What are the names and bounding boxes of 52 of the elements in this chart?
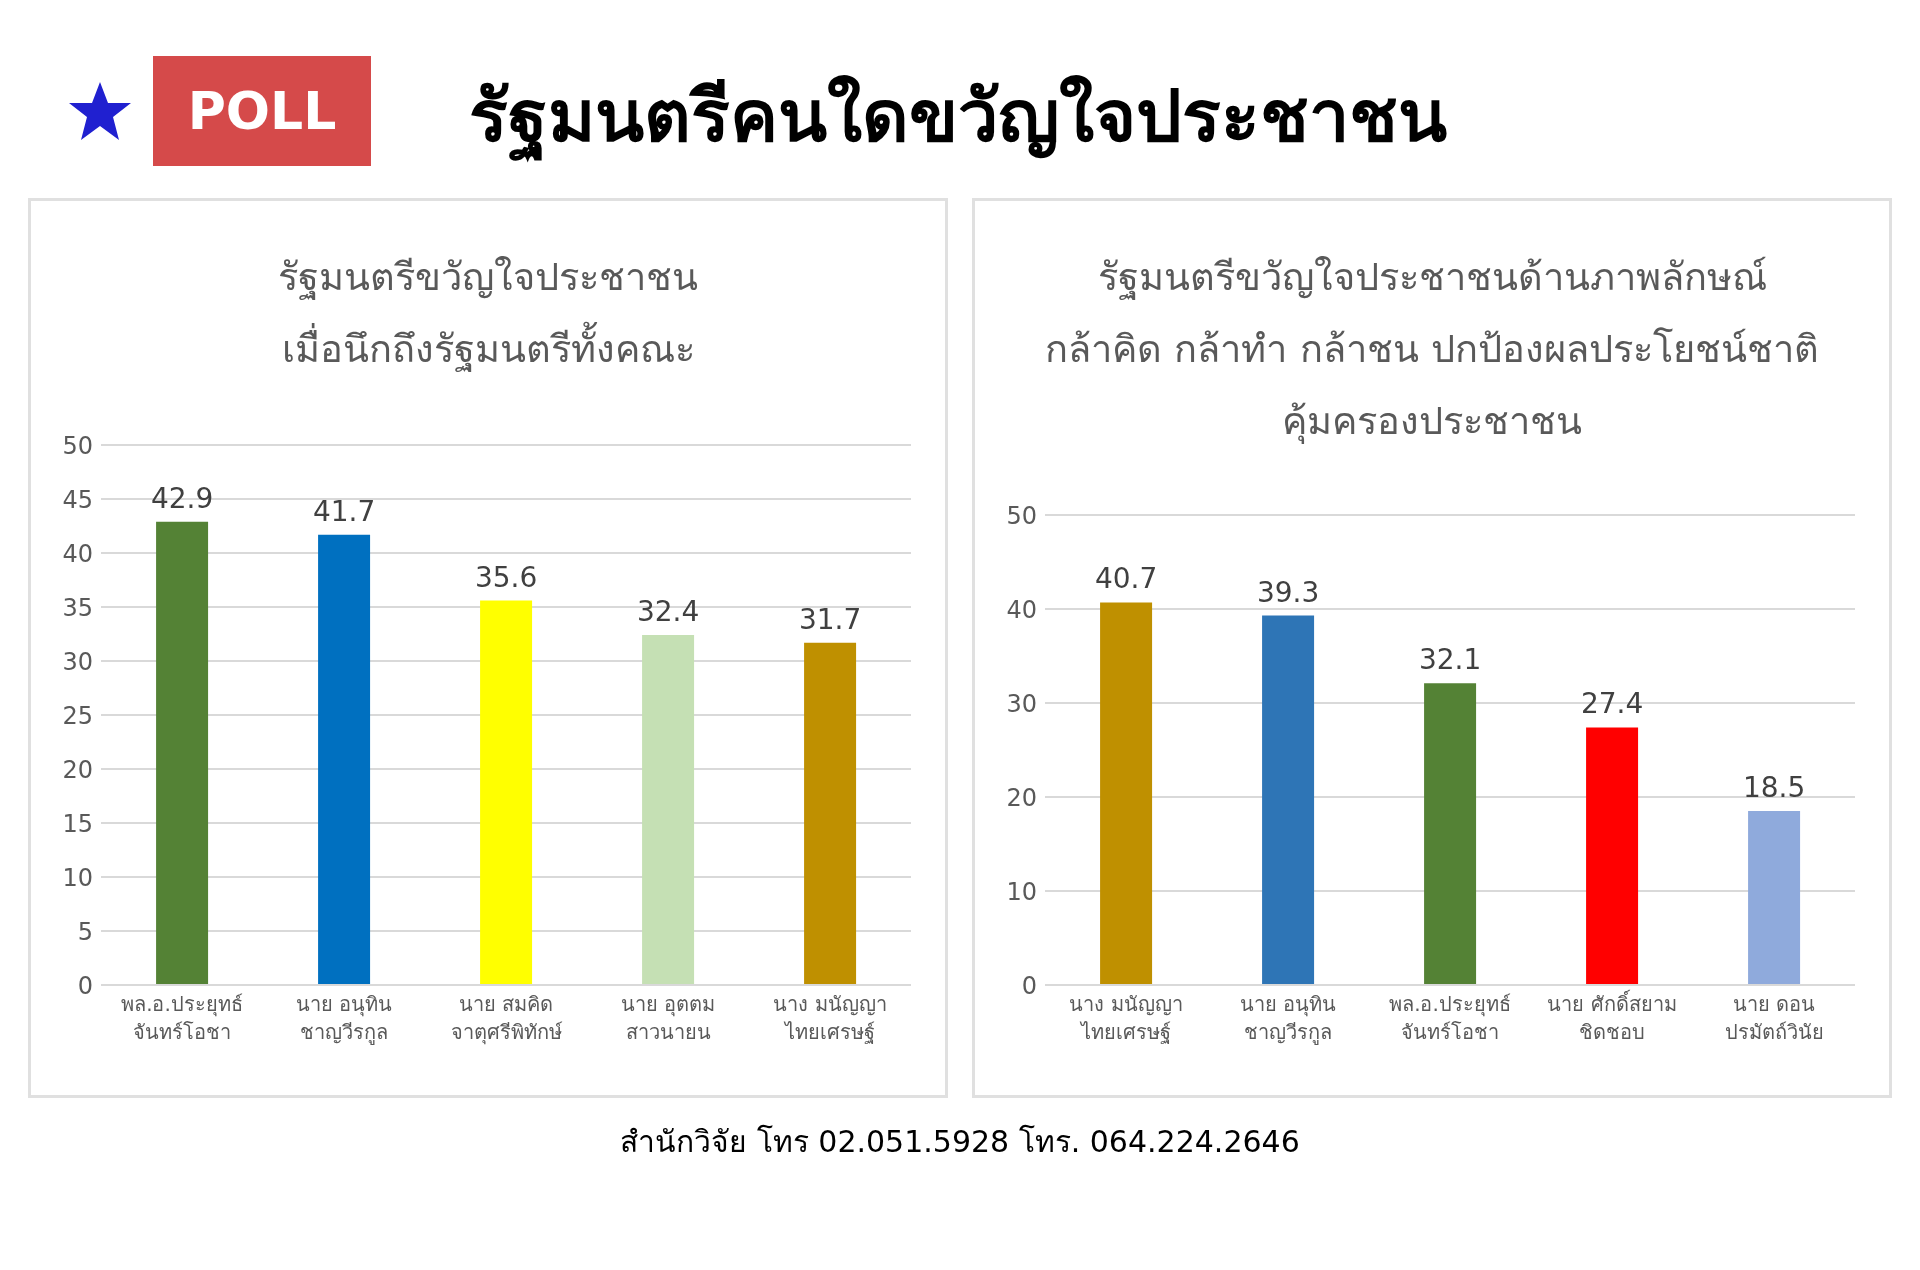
data-label: 32.4 [636, 595, 700, 629]
y-tick-label: 30 [62, 647, 93, 676]
y-tick-label: 20 [1006, 783, 1037, 812]
y-tick-label: 40 [62, 539, 93, 568]
y-tick-label: 10 [62, 863, 93, 892]
x-tick-label: นาย สมคิด จาตุศรีพิทักษ์ [450, 992, 563, 1045]
y-tick-label: 10 [1006, 877, 1037, 906]
data-label: 39.3 [1256, 575, 1320, 609]
y-tick-label: 5 [77, 917, 93, 946]
x-tick-label: พล.อ.ประยุทธ์ จันทร์โอชา [1389, 992, 1511, 1044]
data-label: 35.6 [474, 560, 538, 594]
bar [480, 600, 533, 985]
y-tick-label: 40 [1006, 595, 1037, 624]
data-label: 18.5 [1742, 771, 1806, 805]
x-tick-label: นาง มนัญญา ไทยเศรษฐ์ [773, 992, 887, 1044]
x-tick-label: นาย ศักดิ์สยาม ชิดชอบ [1547, 989, 1677, 1044]
x-tick-label: นาย อุตตม สาวนายน [620, 992, 716, 1044]
bar [318, 534, 371, 985]
y-tick-label: 25 [62, 701, 93, 730]
y-tick-label: 30 [1006, 689, 1037, 718]
bar [1586, 727, 1639, 985]
data-label: 31.7 [798, 602, 862, 636]
x-tick-label: นาย ดอน ปรมัตถ์วินัย [1724, 992, 1824, 1044]
data-label: 42.9 [150, 481, 214, 515]
bar [1424, 683, 1477, 985]
y-tick-label: 15 [62, 809, 93, 838]
y-tick-label: 0 [77, 971, 93, 1000]
bar [642, 635, 695, 985]
y-tick-label: 45 [62, 485, 93, 514]
bar [1262, 615, 1315, 985]
y-tick-label: 50 [1006, 501, 1037, 530]
data-label: 41.7 [312, 494, 376, 528]
y-tick-label: 35 [62, 593, 93, 622]
x-tick-label: นาง มนัญญา ไทยเศรษฐ์ [1069, 992, 1183, 1044]
bar [1748, 811, 1801, 985]
data-label: 27.4 [1580, 687, 1644, 721]
x-tick-label: นาย อนุทิน ชาญวีรกูล [295, 992, 393, 1045]
x-tick-label: นาย อนุทิน ชาญวีรกูล [1239, 992, 1337, 1045]
y-tick-label: 0 [1021, 971, 1037, 1000]
data-label: 40.7 [1094, 562, 1158, 596]
chart-title: รัฐมนตรีขวัญใจประชาชน เมื่อนึกถึงรัฐมนตรีทั้งคณะ [277, 254, 699, 374]
text: POLL [153, 56, 371, 166]
text: รัฐมนตรีคนใดขวัญใจประชาชน [468, 73, 1448, 164]
bar [804, 642, 857, 985]
bar [1100, 602, 1153, 985]
y-tick-label: 50 [62, 431, 93, 460]
chart-title: รัฐมนตรีขวัญใจประชาชนด้านภาพลักษณ์ กล้าคิด กล้าทำ กล้าชน ปกป้องผลประโยชน์ชาติ คุ้มครองประชาชน [1044, 254, 1820, 446]
text: สำนักวิจัย โทร 02.051.5928 โทร. 064.224.2646 [619, 1123, 1301, 1161]
data-label: 32.1 [1418, 643, 1482, 677]
x-tick-label: พล.อ.ประยุทธ์ จันทร์โอชา [121, 992, 243, 1044]
bar [156, 521, 209, 985]
y-tick-label: 20 [62, 755, 93, 784]
